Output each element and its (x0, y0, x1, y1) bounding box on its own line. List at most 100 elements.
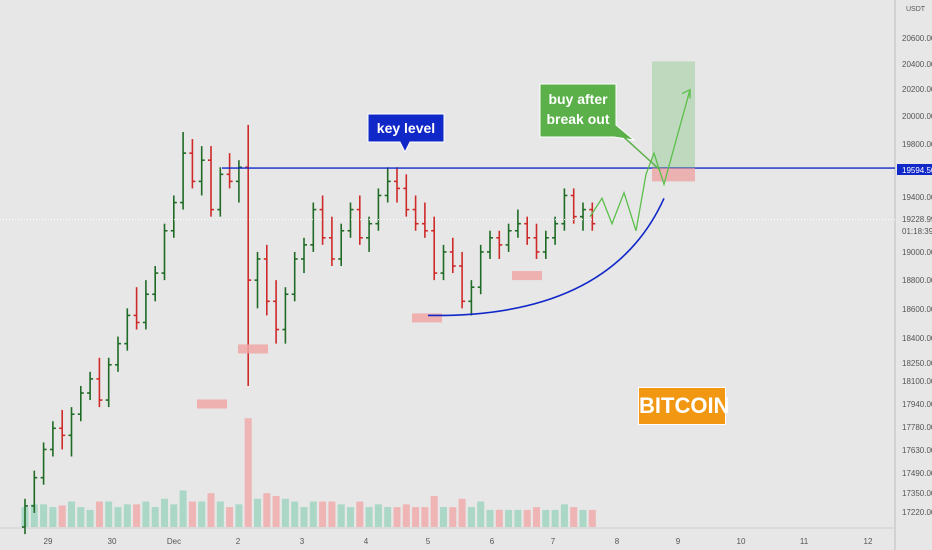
volume-bar (142, 501, 150, 527)
ohlc-bar (421, 202, 428, 238)
ohlc-bar (282, 287, 289, 344)
ohlc-bar (133, 287, 140, 330)
ohlc-bar (533, 223, 540, 259)
volume-bar (188, 501, 196, 527)
volume-bar (86, 509, 94, 527)
volume-bar (114, 507, 122, 527)
volume-bar (309, 501, 317, 527)
time-tick: 11 (800, 537, 809, 546)
ohlc-bar (570, 188, 577, 224)
volume-bar (440, 507, 447, 527)
volume-bar (430, 496, 438, 527)
volume-bar (412, 507, 420, 527)
price-tick: 18600.00 (902, 305, 932, 314)
price-tick: 17940.00 (902, 400, 932, 409)
volume-bar (170, 504, 178, 527)
volume-bar (161, 498, 168, 527)
price-tick: 17490.00 (902, 469, 932, 478)
buy-callout-pointer (615, 129, 661, 171)
volume-bar (291, 501, 299, 527)
overlay-layer (0, 61, 895, 409)
buy-callout[interactable]: buy after break out (539, 83, 636, 141)
support-marker (412, 313, 442, 323)
price-tick: 17350.00 (902, 489, 932, 498)
volume-bar (319, 501, 327, 527)
ohlc-bar (180, 131, 187, 210)
ohlc-bar (477, 244, 484, 295)
price-tick: 18100.00 (902, 377, 932, 386)
ohlc-bar (170, 195, 177, 238)
ohlc-bar (198, 146, 205, 196)
volume-bar (77, 507, 85, 527)
ohlc-bar (254, 251, 261, 309)
ohlc-bar (505, 223, 512, 252)
time-tick: 5 (426, 537, 431, 546)
volume-bar (393, 507, 401, 527)
ohlc-bar (49, 421, 56, 457)
ohlc-bar (496, 230, 503, 259)
volume-bar (486, 509, 494, 527)
support-marker (512, 271, 542, 281)
volume-bar (374, 504, 382, 527)
volume-bar (588, 509, 596, 527)
volume-bar (495, 509, 503, 527)
price-tick: 18400.00 (902, 334, 932, 343)
volume-bar (300, 507, 308, 527)
volume-bar (505, 509, 513, 527)
time-tick: 7 (551, 537, 556, 546)
volume-bar (449, 507, 457, 527)
volume-bar (542, 509, 550, 527)
projection-arrowhead (681, 88, 691, 99)
volume-bar (95, 501, 103, 527)
key-level-callout[interactable]: key level (367, 113, 445, 154)
ohlc-bar (338, 223, 345, 267)
volume-bar (49, 507, 57, 527)
price-tick: 19800.00 (902, 140, 932, 149)
ohlc-bar (105, 357, 112, 408)
volume-bar (365, 507, 373, 527)
volume-bar (123, 504, 131, 527)
ohlc-bar (384, 167, 391, 203)
ohlc-bar (589, 202, 596, 231)
ohlc-bar (552, 216, 559, 245)
ohlc-bar (189, 139, 196, 189)
volume-bar (40, 504, 48, 527)
bitcoin-label: BITCOIN (638, 387, 729, 425)
price-tick: 01:18:39 (902, 227, 932, 236)
volume-bar (58, 505, 66, 527)
time-axis: 29 30 Dec 2 3 4 5 6 7 8 9 10 11 12 (44, 537, 873, 546)
time-tick: Dec (167, 537, 181, 546)
ohlc-bar (22, 498, 28, 535)
price-tick: 20400.00 (902, 60, 932, 69)
volume-bar (226, 507, 234, 527)
ohlc-bar (459, 251, 466, 309)
ohlc-bar (273, 280, 280, 344)
ohlc-bar (487, 230, 493, 259)
ohlc-bar (291, 251, 298, 302)
price-tick: 17780.00 (902, 423, 932, 432)
ohlc-bar (403, 174, 410, 217)
price-axis: 20600.00 20400.00 20200.00 20000.00 19800.00… (897, 34, 932, 517)
volume-bar (151, 507, 159, 527)
time-tick: 4 (364, 537, 369, 546)
key-level-label: key level (377, 120, 435, 136)
ohlc-bar (208, 146, 214, 217)
plot-area (0, 0, 895, 528)
volume-bar (272, 496, 280, 527)
time-tick: 12 (864, 537, 873, 546)
ohlc-bar (561, 188, 568, 231)
price-tick: 18250.00 (902, 359, 932, 368)
time-tick: 2 (236, 537, 241, 546)
ohlc-bar (542, 230, 549, 259)
time-tick: 30 (108, 537, 117, 546)
volume-bar (30, 504, 38, 527)
price-tick: 20600.00 (902, 34, 932, 43)
buy-label-line1: buy after (548, 91, 608, 107)
volume-bar (467, 507, 475, 527)
ohlc-bar (431, 216, 438, 281)
time-tick: 6 (490, 537, 495, 546)
ohlc-bar (366, 216, 373, 252)
ohlc-bar (217, 167, 224, 217)
volume-bar (402, 504, 410, 527)
